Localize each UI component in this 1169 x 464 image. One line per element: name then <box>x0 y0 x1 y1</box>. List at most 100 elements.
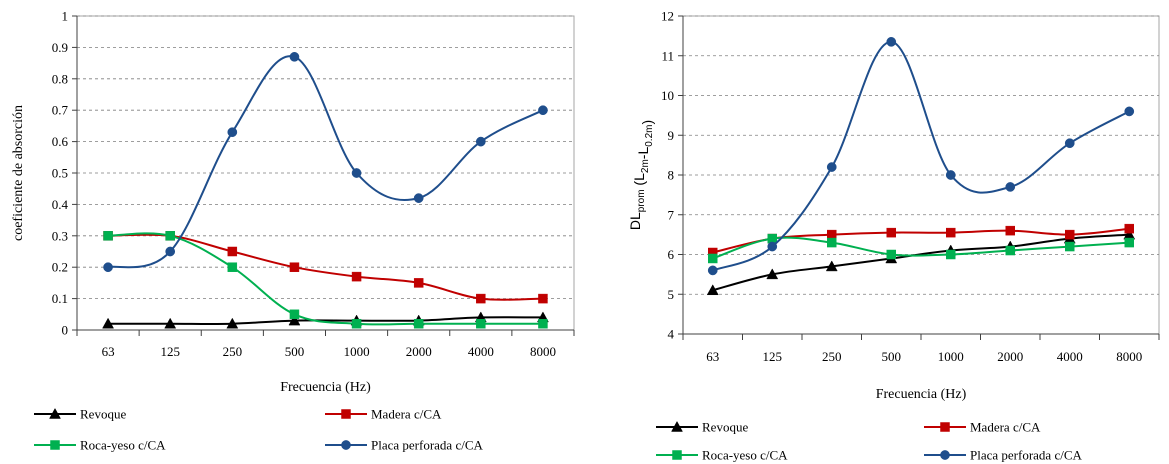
x-tick-label: 8000 <box>530 344 556 359</box>
y-axis-title-part: ) <box>639 120 655 125</box>
legend-swatch-marker <box>672 450 682 460</box>
data-point <box>413 193 424 203</box>
series-line <box>712 40 1130 272</box>
x-tick-label: 125 <box>160 344 180 359</box>
data-point <box>706 284 719 296</box>
legend-item: Madera c/CA <box>325 407 442 422</box>
legend: Revoque Madera c/CA Roca-yeso c/CA Placa pe… <box>656 420 1083 463</box>
data-point <box>825 260 838 272</box>
data-point <box>289 309 300 320</box>
y-tick-label: 1 <box>62 9 69 24</box>
y-axis-title: DLprom (L2m-L0.2m) <box>627 120 655 230</box>
y-tick-label: 0 <box>62 323 69 338</box>
y-axis-title-part: (L <box>631 173 647 186</box>
legend-item: Madera c/CA <box>924 420 1041 435</box>
data-point <box>1124 237 1134 248</box>
data-point <box>886 227 896 238</box>
y-tick-label: 7 <box>668 207 675 222</box>
data-point <box>826 162 837 172</box>
y-tick-label: 0.7 <box>52 103 69 118</box>
y-tick-label: 8 <box>668 168 675 183</box>
legend-label: Revoque <box>80 407 126 422</box>
y-tick-label: 0.3 <box>52 228 68 243</box>
x-axis-title: Frecuencia (Hz) <box>876 387 967 402</box>
x-tick-label: 500 <box>882 349 902 364</box>
series-line <box>107 55 544 269</box>
data-point <box>103 262 113 273</box>
chart-1: 0 0.1 0.2 0.3 0.4 0.5 0.6 0.7 0.8 0.9 1 63 125 250 500… <box>11 9 575 453</box>
data-point <box>1005 245 1015 256</box>
legend-label: Placa perforada c/CA <box>371 438 484 453</box>
y-tick-label: 4 <box>668 327 675 342</box>
data-point <box>708 253 718 264</box>
data-point <box>946 227 956 238</box>
y-tick-label: 0.8 <box>52 71 68 86</box>
legend-swatch-marker <box>940 450 950 460</box>
data-point <box>165 231 175 241</box>
data-point <box>351 318 362 329</box>
data-point <box>164 317 177 329</box>
chart-2: 4 5 6 7 8 9 10 11 12 63 125 250 500 1000 2000 4000 8000 F… <box>627 9 1160 463</box>
data-point <box>1065 241 1075 252</box>
y-axis-title-part: 0.2m <box>644 125 655 147</box>
y-tick-label: 0.4 <box>52 197 69 212</box>
data-point <box>351 271 362 282</box>
data-point <box>413 318 424 329</box>
series-line <box>108 232 543 326</box>
x-axis-title: Frecuencia (Hz) <box>280 380 371 395</box>
data-point <box>476 293 486 304</box>
series-line <box>108 233 543 301</box>
legend-swatch-marker <box>671 420 683 432</box>
y-tick-label: 0.9 <box>52 40 68 55</box>
x-tick-label: 2000 <box>997 349 1023 364</box>
x-tick-label: 63 <box>706 349 719 364</box>
y-axis-title: coeficiente de absorción <box>11 105 26 241</box>
data-point <box>103 231 113 241</box>
x-tick-label: 125 <box>763 349 783 364</box>
series-placa-perforada-c-ca <box>103 51 548 273</box>
data-point <box>1124 223 1134 234</box>
data-point <box>475 136 486 147</box>
data-point <box>227 127 238 138</box>
y-tick-label: 0.1 <box>52 291 68 306</box>
y-tick-label: 10 <box>661 88 674 103</box>
y-tick-label: 0.2 <box>52 260 68 275</box>
y-axis-title-part: 2m <box>640 159 651 173</box>
data-point <box>1005 182 1016 192</box>
data-point <box>102 317 114 329</box>
y-tick-label: 11 <box>661 48 674 63</box>
legend-item: Placa perforada c/CA <box>325 438 484 453</box>
data-point <box>1005 225 1015 236</box>
x-tick-label: 8000 <box>1116 349 1142 364</box>
y-tick-label: 6 <box>668 247 675 262</box>
data-point <box>1064 138 1075 149</box>
x-tick-label: 500 <box>285 344 305 359</box>
legend-swatch-marker <box>940 422 950 432</box>
data-point <box>413 278 424 288</box>
legend-swatch-marker <box>341 440 351 450</box>
data-point <box>886 249 896 260</box>
legend-label: Roca-yeso c/CA <box>702 448 788 463</box>
y-tick-label: 5 <box>668 287 675 302</box>
data-point <box>946 249 956 260</box>
legend-label: Placa perforada c/CA <box>970 448 1083 463</box>
data-point <box>767 241 778 252</box>
y-axis-title-part: DL <box>627 212 643 230</box>
data-point <box>1124 106 1135 117</box>
x-tick-label: 2000 <box>406 344 432 359</box>
legend-item: Revoque <box>34 407 126 422</box>
x-tick-label: 4000 <box>468 344 494 359</box>
data-point <box>538 105 548 116</box>
data-point <box>351 168 362 178</box>
series-line <box>712 233 1130 292</box>
data-point <box>538 293 548 304</box>
series-line <box>712 236 1130 260</box>
legend: Revoque Madera c/CA Roca-yeso c/CA Placa pe… <box>34 407 484 453</box>
data-point <box>476 318 486 329</box>
series-roca-yeso-c-ca <box>103 231 548 329</box>
data-point <box>289 262 300 272</box>
legend-swatch-marker <box>50 440 60 450</box>
data-point <box>827 237 837 248</box>
series-roca-yeso-c-ca <box>708 233 1134 264</box>
